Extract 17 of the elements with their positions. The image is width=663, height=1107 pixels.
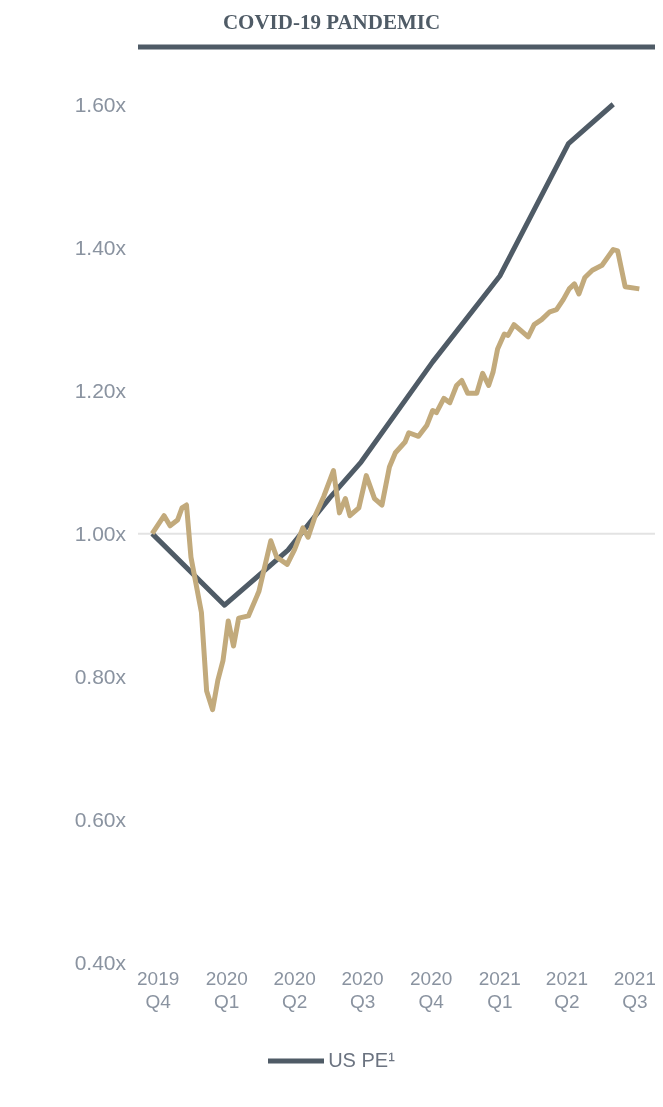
y-tick-label: 1.40x: [74, 235, 127, 259]
x-tick-label: 2021 Q3: [613, 968, 656, 1012]
y-tick-label: 0.60x: [74, 808, 127, 832]
x-tick-label: 2020 Q3: [341, 968, 384, 1012]
x-tick-label: 2019 Q4: [137, 968, 180, 1012]
y-tick-label: 1.00x: [74, 522, 127, 546]
x-tick-label: 2021 Q2: [545, 968, 589, 1012]
y-tick-label: 0.80x: [74, 665, 127, 689]
x-tick-label: 2021 Q1: [478, 968, 521, 1012]
x-tick-label: 2020 Q4: [410, 968, 453, 1012]
y-tick-label: 0.40x: [74, 951, 127, 975]
legend-label: US PE¹: [328, 1049, 395, 1072]
x-tick-label: 2020 Q1: [205, 968, 248, 1012]
y-tick-label: 1.60x: [74, 92, 127, 116]
y-tick-label: 1.20x: [74, 378, 127, 402]
x-tick-label: 2020 Q2: [273, 968, 316, 1012]
chart-title: COVID-19 PANDEMIC: [221, 9, 442, 35]
